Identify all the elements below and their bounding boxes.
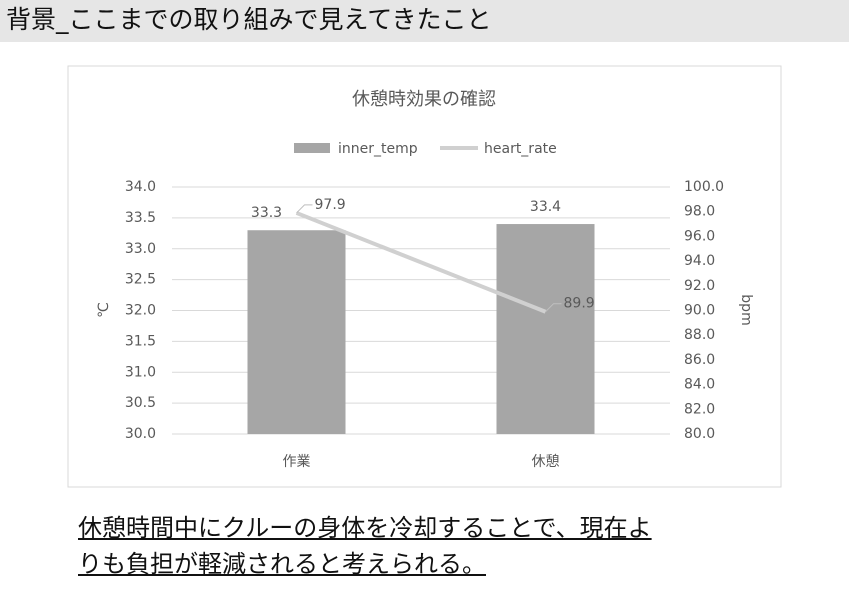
conclusion: 休憩時間中にクルーの身体を冷却することで、現在よ りも負担が軽減されると考えられ…: [78, 510, 652, 582]
y2-tick-label: 100.0: [684, 179, 724, 195]
line-value-label: 89.9: [564, 296, 595, 312]
y2-tick-label: 80.0: [684, 426, 715, 442]
bar-value-label: 33.3: [251, 205, 282, 221]
bar-value-label: 33.4: [530, 199, 561, 215]
legend-label: heart_rate: [484, 141, 557, 157]
y2-tick-label: 92.0: [684, 278, 715, 294]
y2-tick-label: 82.0: [684, 401, 715, 417]
y2-tick-label: 94.0: [684, 253, 715, 269]
y-tick-label: 31.5: [125, 333, 156, 349]
header-title: 背景_ここまでの取り組みで見えてきたこと: [0, 0, 849, 42]
legend-label: inner_temp: [338, 141, 418, 157]
bar: [247, 230, 346, 434]
y2-tick-label: 84.0: [684, 377, 715, 393]
y2-tick-label: 98.0: [684, 204, 715, 220]
y2-axis-title: bpm: [738, 294, 754, 325]
x-tick-label: 作業: [283, 454, 311, 470]
y-axis-title: ℃: [96, 302, 112, 318]
y-tick-label: 30.0: [125, 426, 156, 442]
line-value-label: 97.9: [315, 197, 346, 213]
y-tick-label: 33.5: [125, 210, 156, 226]
y2-tick-label: 96.0: [684, 228, 715, 244]
conclusion-line: りも負担が軽減されると考えられる。: [78, 550, 486, 578]
leader-line: [296, 204, 313, 214]
y-tick-label: 32.0: [125, 303, 156, 319]
y-tick-label: 32.5: [125, 272, 156, 288]
x-tick-label: 休憩: [532, 453, 560, 470]
chart-frame: [67, 65, 782, 488]
conclusion-line: 休憩時間中にクルーの身体を冷却することで、現在よ: [78, 514, 652, 542]
chart: 休憩時効果の確認 ℃ bpm 30.0 30.5 31.0 31.5 32.0 32.5 3…: [67, 65, 782, 488]
chart-title: 休憩時効果の確認: [352, 89, 496, 110]
line: [295, 211, 547, 314]
y-tick-label: 33.0: [125, 241, 156, 257]
y-tick-label: 34.0: [125, 179, 156, 195]
leader-line: [545, 303, 562, 313]
y-tick-label: 30.5: [125, 395, 156, 411]
legend-swatch: [294, 143, 330, 153]
y2-tick-label: 88.0: [684, 327, 715, 343]
y2-tick-label: 90.0: [684, 303, 715, 319]
bar: [496, 224, 595, 434]
y-tick-label: 31.0: [125, 364, 156, 380]
y2-tick-label: 86.0: [684, 352, 715, 368]
